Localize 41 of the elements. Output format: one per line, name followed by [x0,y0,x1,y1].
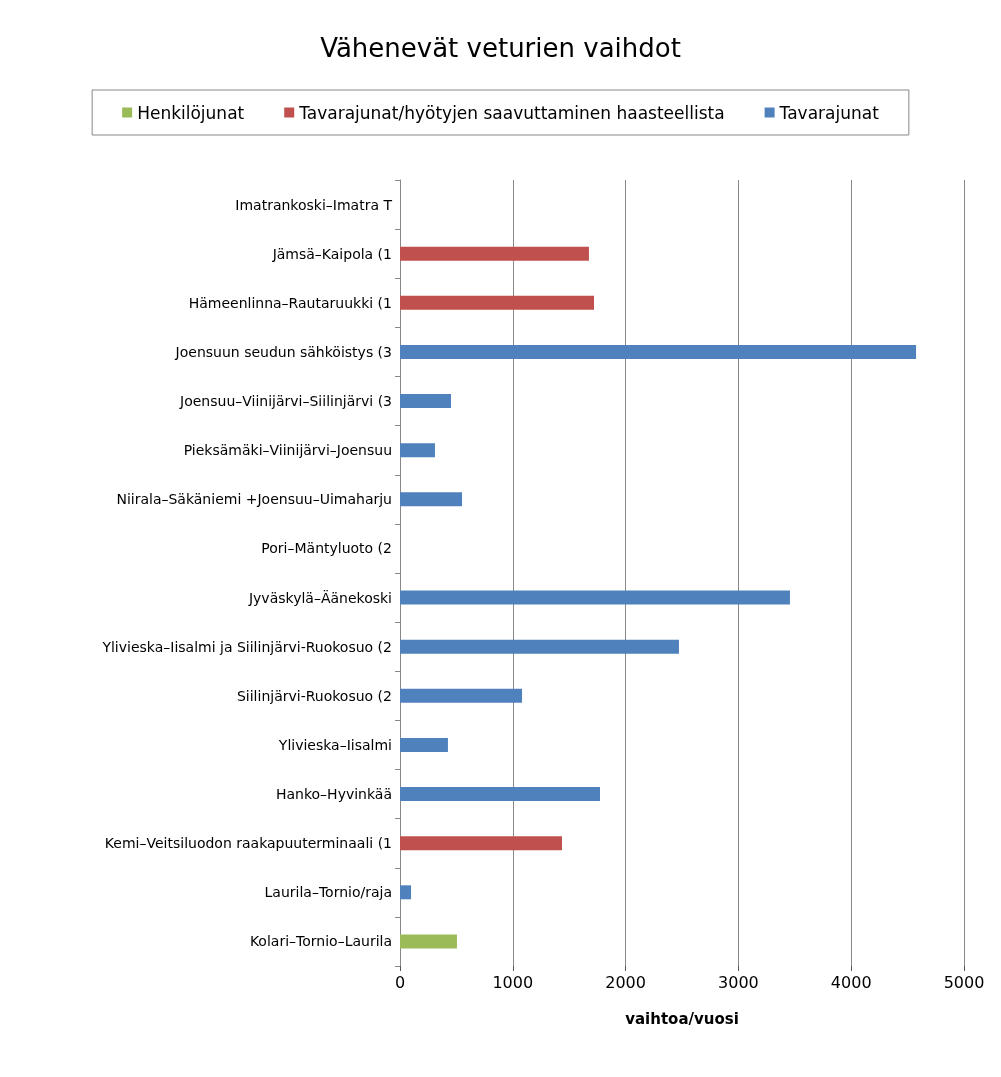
x-tick-label: 3000 [718,972,759,992]
x-tick-label: 0 [394,972,406,992]
chart-title: Vähenevät veturien vaihdot [320,33,681,63]
legend-label: Tavarajunat [778,102,880,123]
bar [400,836,562,851]
y-tick-label: Joensuu–Viinijärvi–Siilinjärvi (3 [179,393,392,410]
y-tick-label: Ylivieska–Iisalmi ja Siilinjärvi-Ruokosuo (2 [101,638,392,655]
y-tick-label: Jämsä–Kaipola (1 [271,245,392,262]
y-tick-label: Jyväskylä–Äänekoski [247,588,392,606]
y-tick-label: Kolari–Tornio–Laurila [249,933,392,950]
x-tick-label: 5000 [943,972,985,992]
y-tick-label: Ylivieska–Iisalmi [277,736,392,753]
bar [400,295,595,310]
x-tick-label: 4000 [830,972,872,992]
y-tick-label: Siilinjärvi-Ruokosuo (2 [236,687,392,704]
bar [400,492,463,507]
bar [400,787,600,802]
bar [400,737,448,752]
bar [400,590,790,605]
y-tick-label: Imatrankoski–Imatra T [235,196,393,213]
bar [400,443,435,458]
y-tick-label: Kemi–Veitsiluodon raakapuuterminaali (1 [104,835,392,852]
y-tick-label: Hämeenlinna–Rautaruukki (1 [188,294,392,311]
x-tick-label: 2000 [605,972,646,992]
legend-label: Tavarajunat/hyötyjen saavuttaminen haasteellista [298,102,725,123]
y-tick-label: Niirala–Säkäniemi +Joensuu–Uimaharju [116,491,392,508]
y-tick-label: Laurila–Tornio/raja [264,884,392,901]
bar [400,885,412,900]
bar [400,688,523,703]
y-tick-label: Hanko–Hyvinkää [275,786,392,803]
bar [400,639,679,654]
y-tick-label: Pieksämäki–Viinijärvi–Joensuu [183,442,392,459]
bar [400,394,451,409]
legend-label: Henkilöjunat [137,102,245,123]
y-tick-label: Joensuun seudun sähköistys (3 [174,343,392,360]
x-axis-title: vaihtoa/vuosi [625,1009,739,1028]
bar [400,934,457,949]
x-tick-label: 1000 [492,972,534,992]
bar [400,246,589,261]
bar [400,344,917,359]
y-tick-label: Pori–Mäntyluoto (2 [261,540,392,557]
